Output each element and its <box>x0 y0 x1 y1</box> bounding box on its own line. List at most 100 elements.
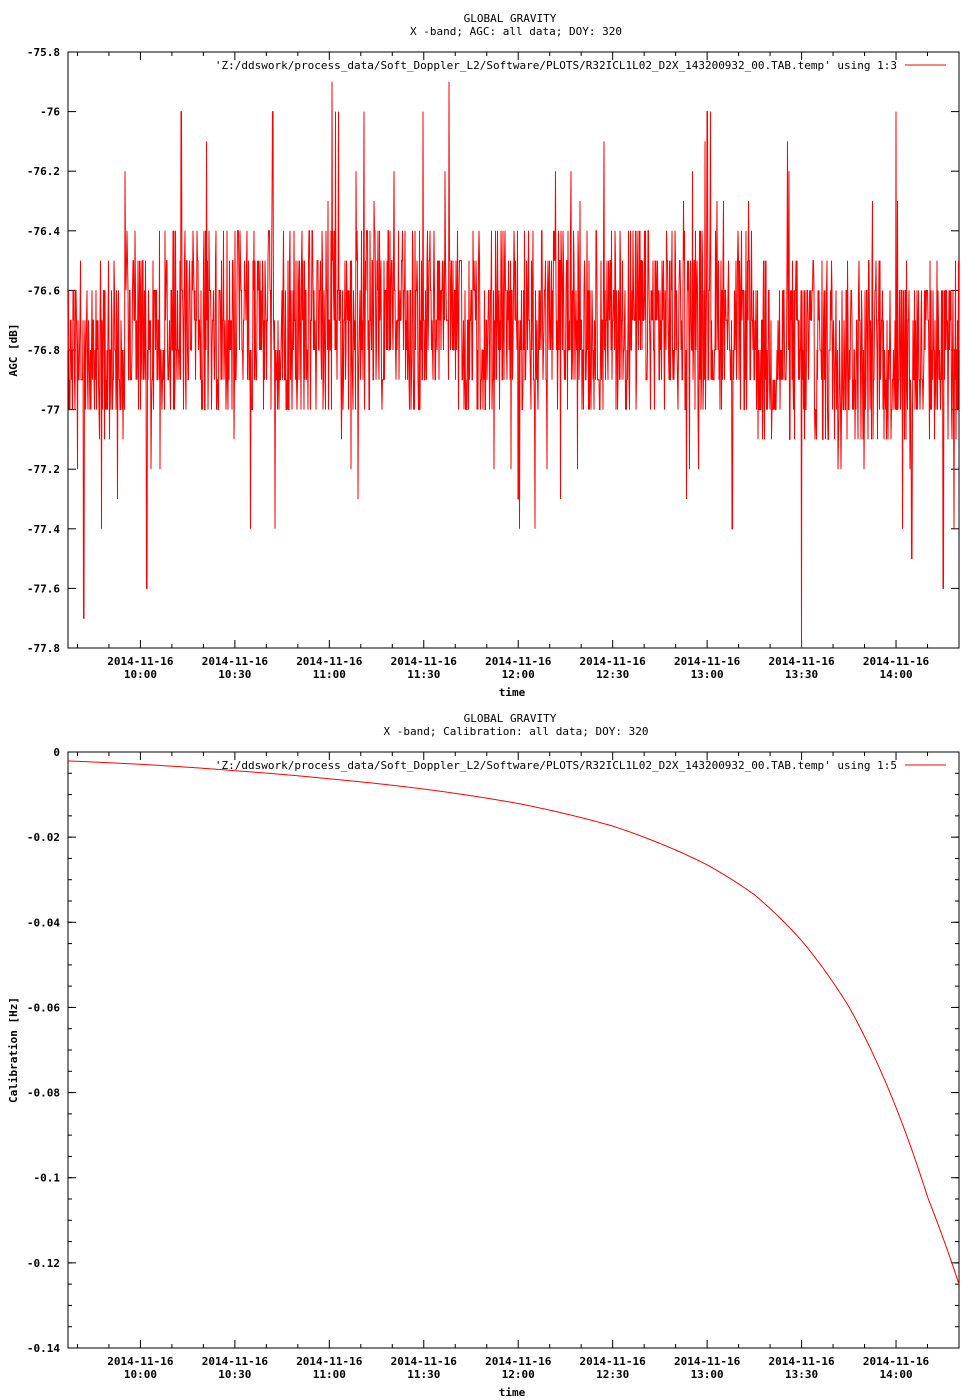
x-tick-time: 10:00 <box>124 1368 157 1381</box>
x-tick-date: 2014-11-16 <box>485 655 552 668</box>
x-tick-date: 2014-11-16 <box>674 655 741 668</box>
x-tick-time: 14:00 <box>879 1368 912 1381</box>
x-tick-time: 11:00 <box>313 668 346 681</box>
calibration-x-axis: 2014-11-1610:002014-11-1610:302014-11-16… <box>76 752 960 1381</box>
calibration-x-axis-label: time <box>499 1386 526 1399</box>
y-tick-label: -77 <box>40 404 60 417</box>
y-tick: -75.8 <box>27 46 959 59</box>
agc-y-axis: -75.8 -76 -76.2 -76.4 -76.6 -76.8 -77 -77.2 -77.… <box>27 46 959 655</box>
y-tick-label: -0.12 <box>27 1257 60 1270</box>
y-tick: -77.4 <box>27 523 959 536</box>
y-tick-label: -0.14 <box>27 1342 60 1355</box>
y-tick: -77.2 <box>27 463 959 476</box>
x-tick-date: 2014-11-16 <box>485 1355 552 1368</box>
y-tick-label: -0.1 <box>34 1172 61 1185</box>
y-tick-label: -76 <box>40 106 60 119</box>
x-tick-time: 12:00 <box>502 668 535 681</box>
y-tick-label: -77.8 <box>27 642 60 655</box>
x-tick-time: 13:00 <box>691 1368 724 1381</box>
agc-y-axis-label: AGC [dB] <box>7 324 20 377</box>
y-tick: -76.2 <box>27 165 959 178</box>
calibration-line <box>67 760 960 1285</box>
agc-chart-title: GLOBAL GRAVITY <box>464 12 557 25</box>
x-tick-date: 2014-11-16 <box>296 655 363 668</box>
y-tick-label: -76.4 <box>27 225 60 238</box>
agc-series <box>67 81 960 649</box>
x-tick-date: 2014-11-16 <box>863 1355 930 1368</box>
agc-chart: GLOBAL GRAVITY X -band; AGC: all data; D… <box>7 12 960 699</box>
calibration-chart-subtitle: X -band; Calibration: all data; DOY: 320 <box>384 725 649 738</box>
x-tick-date: 2014-11-16 <box>580 655 647 668</box>
calibration-series <box>67 760 960 1285</box>
x-tick-date: 2014-11-16 <box>202 1355 269 1368</box>
y-tick-label: -0.08 <box>27 1087 60 1100</box>
y-tick: -77.8 <box>27 642 959 655</box>
y-tick-label: -77.4 <box>27 523 60 536</box>
x-tick-date: 2014-11-16 <box>863 655 930 668</box>
y-tick: -76.6 <box>27 284 959 297</box>
x-tick-time: 13:30 <box>785 1368 818 1381</box>
y-tick-label: -76.6 <box>27 284 60 297</box>
y-tick-label: -0.04 <box>27 916 60 929</box>
x-tick-time: 10:30 <box>218 668 251 681</box>
agc-line <box>67 81 960 649</box>
x-tick-date: 2014-11-16 <box>674 1355 741 1368</box>
x-tick-date: 2014-11-16 <box>296 1355 363 1368</box>
x-tick-time: 11:30 <box>407 668 440 681</box>
x-tick-date: 2014-11-16 <box>768 1355 835 1368</box>
x-tick-date: 2014-11-16 <box>107 655 174 668</box>
x-tick-time: 10:00 <box>124 668 157 681</box>
x-tick-date: 2014-11-16 <box>107 1355 174 1368</box>
x-tick-time: 10:30 <box>218 1368 251 1381</box>
x-tick-time: 13:30 <box>785 668 818 681</box>
agc-x-axis-label: time <box>499 686 526 699</box>
y-tick: -77.6 <box>27 582 959 595</box>
x-tick-date: 2014-11-16 <box>391 655 458 668</box>
x-tick-date: 2014-11-16 <box>202 655 269 668</box>
calibration-chart-title: GLOBAL GRAVITY <box>464 712 557 725</box>
calibration-chart: GLOBAL GRAVITY X -band; Calibration: all… <box>7 712 960 1399</box>
x-tick-time: 12:00 <box>502 1368 535 1381</box>
y-tick: -76.4 <box>27 225 959 238</box>
x-tick-date: 2014-11-16 <box>580 1355 647 1368</box>
y-tick-label: -75.8 <box>27 46 60 59</box>
x-tick-time: 11:30 <box>407 1368 440 1381</box>
x-tick-time: 12:30 <box>596 668 629 681</box>
calibration-legend-label: 'Z:/ddswork/process_data/Soft_Doppler_L2… <box>215 759 897 772</box>
y-tick-label: 0 <box>53 746 60 759</box>
agc-legend-label: 'Z:/ddswork/process_data/Soft_Doppler_L2… <box>215 59 897 72</box>
x-tick-time: 12:30 <box>596 1368 629 1381</box>
y-tick-label: -76.2 <box>27 165 60 178</box>
y-tick-label: -76.8 <box>27 344 60 357</box>
x-tick-date: 2014-11-16 <box>391 1355 458 1368</box>
agc-x-axis: 2014-11-1610:002014-11-1610:302014-11-16… <box>76 52 960 681</box>
x-tick-date: 2014-11-16 <box>768 655 835 668</box>
y-tick-label: -77.2 <box>27 463 60 476</box>
calibration-y-axis-label: Calibration [Hz] <box>7 997 20 1103</box>
y-tick: -76 <box>40 106 959 119</box>
y-tick-label: -0.02 <box>27 831 60 844</box>
x-tick-time: 14:00 <box>879 668 912 681</box>
y-tick-label: -0.06 <box>27 1001 60 1014</box>
x-tick-time: 13:00 <box>691 668 724 681</box>
calibration-y-axis: 0 -0.02 -0.04 -0.06 -0.08 -0.1 -0.12 -0.14 <box>27 746 959 1355</box>
x-tick-time: 11:00 <box>313 1368 346 1381</box>
